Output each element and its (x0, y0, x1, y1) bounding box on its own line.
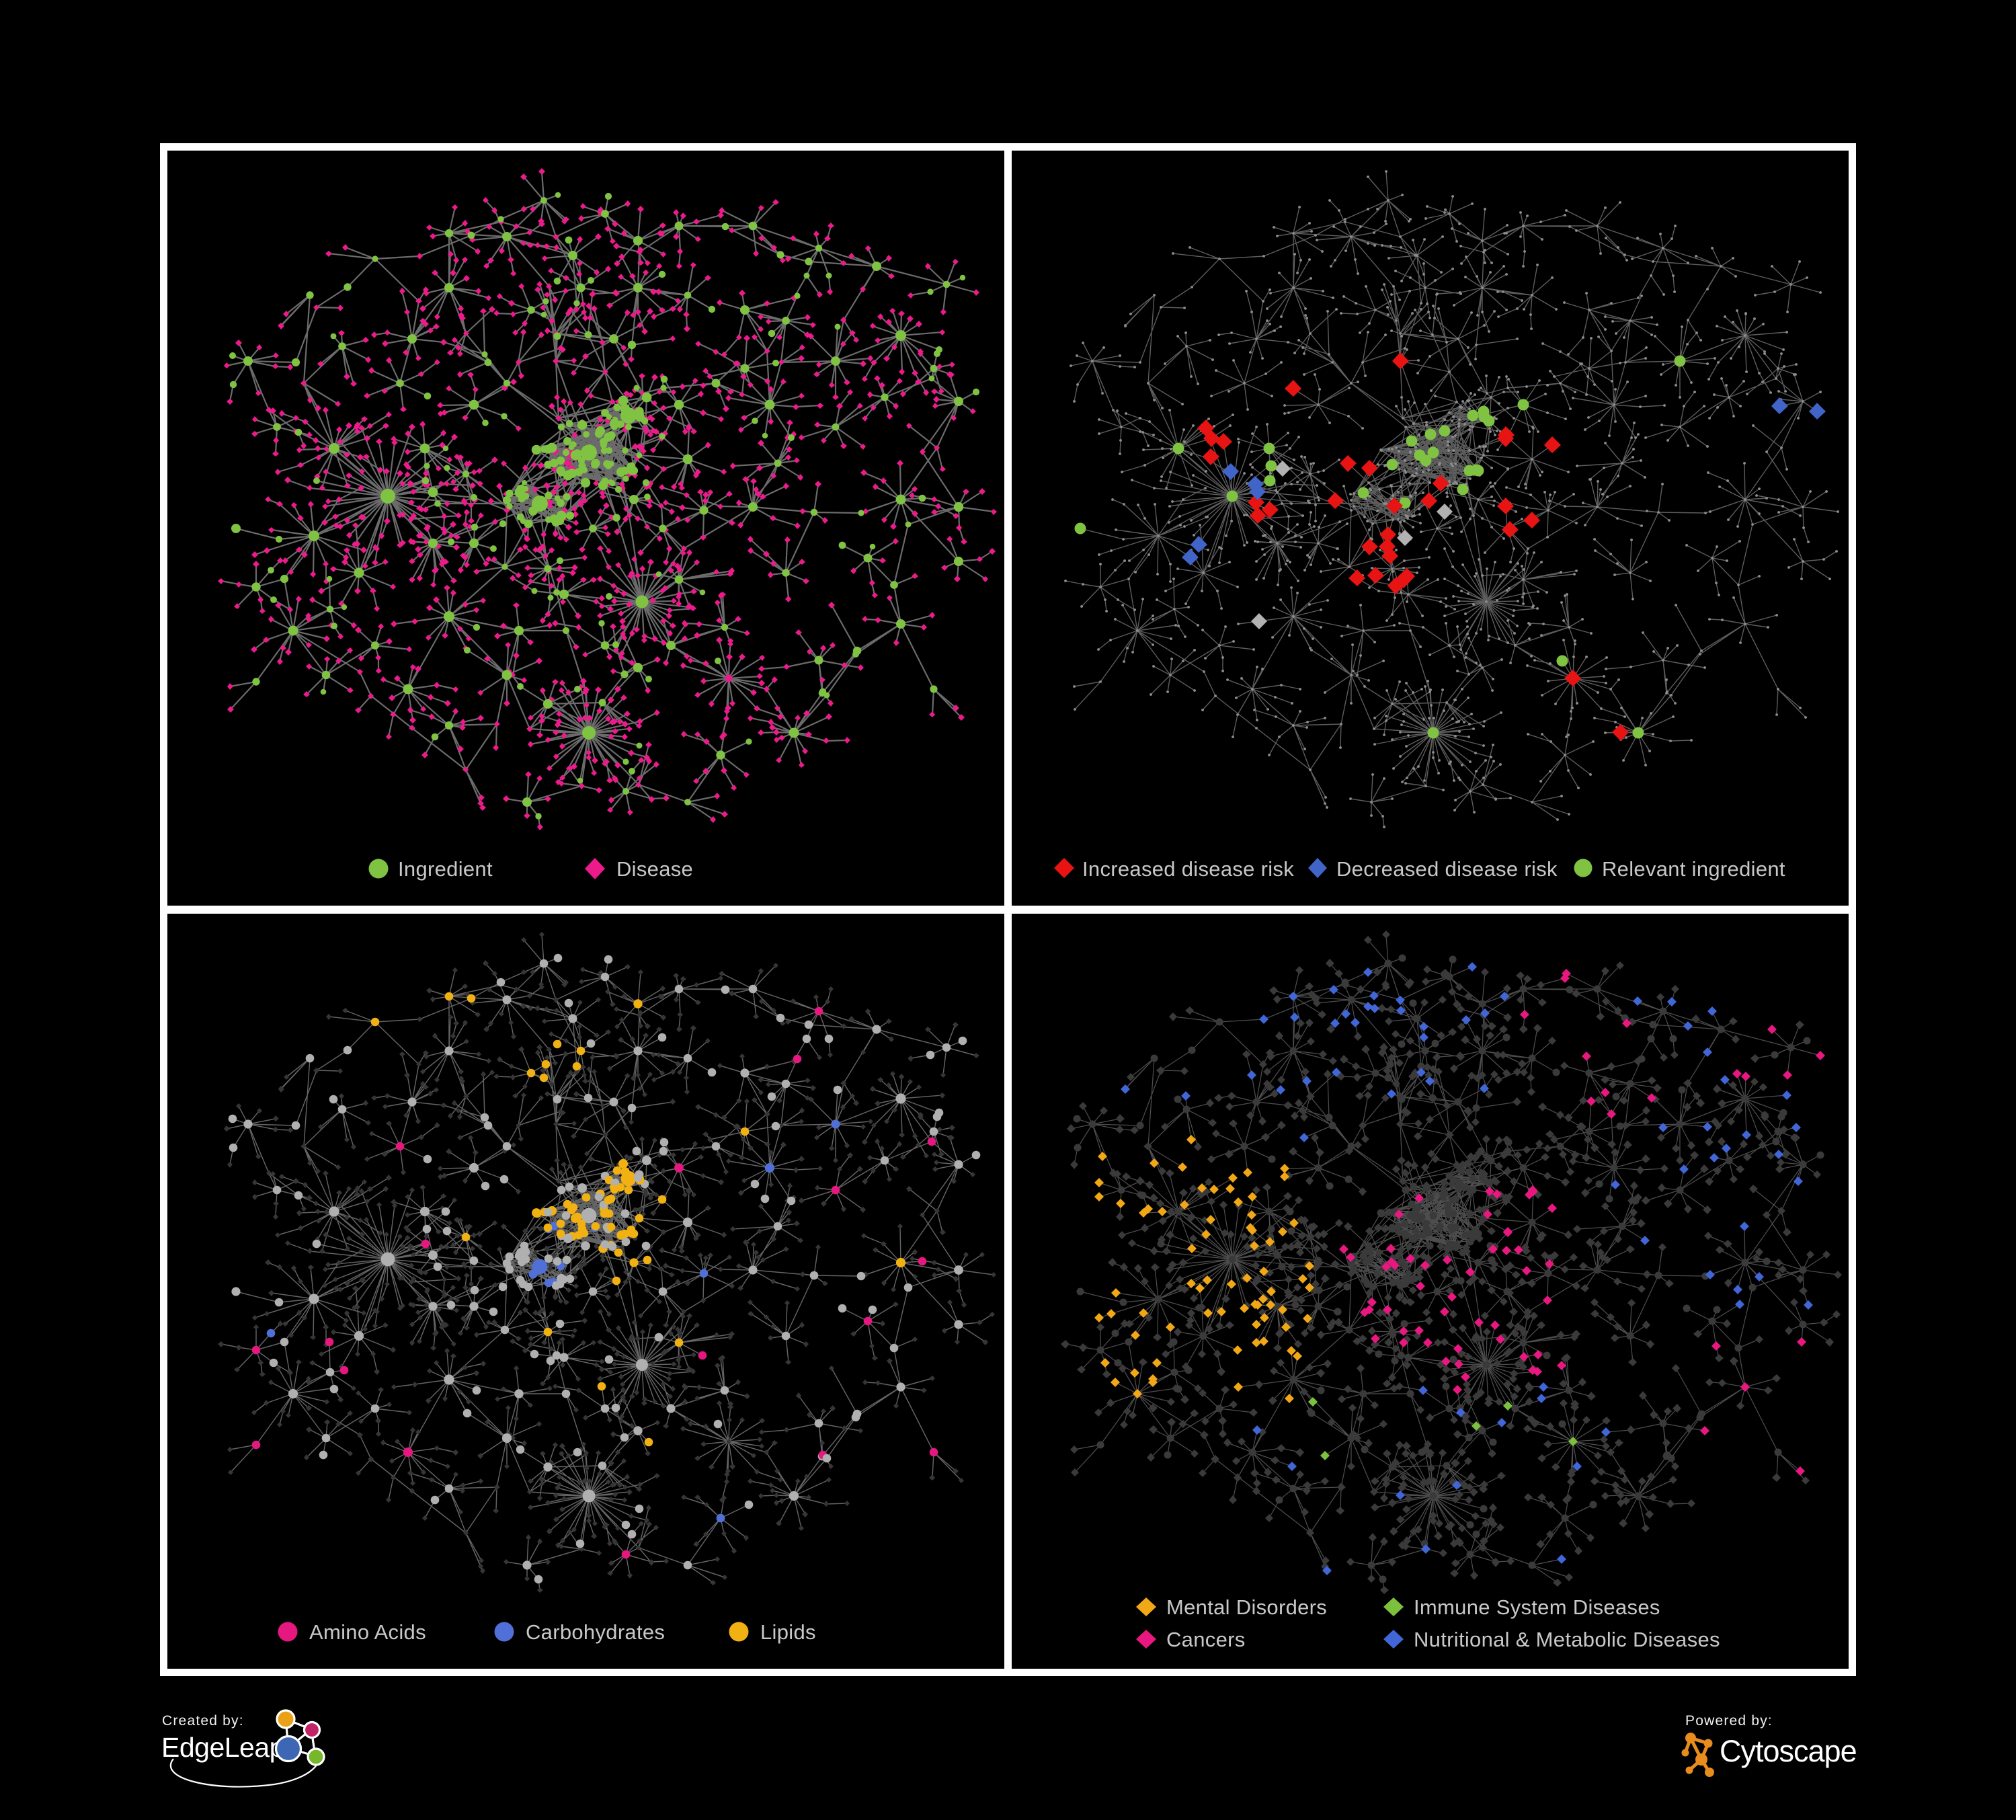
svg-text:Created by:: Created by: (162, 1713, 244, 1729)
svg-text:Carbohydrates: Carbohydrates (526, 1620, 665, 1644)
svg-text:Powered by:: Powered by: (1685, 1713, 1773, 1729)
svg-text:EdgeLeap: EdgeLeap (161, 1732, 284, 1763)
svg-text:Disease: Disease (616, 857, 693, 881)
svg-text:Amino Acids: Amino Acids (309, 1620, 426, 1644)
svg-text:Cancers: Cancers (1166, 1628, 1246, 1651)
svg-text:Relevant ingredient: Relevant ingredient (1602, 857, 1785, 881)
svg-text:Ingredient: Ingredient (398, 857, 493, 881)
svg-text:Immune System Diseases: Immune System Diseases (1414, 1595, 1660, 1619)
svg-text:Nutritional & Metabolic Diseas: Nutritional & Metabolic Diseases (1414, 1628, 1720, 1651)
svg-text:Cytoscape: Cytoscape (1720, 1734, 1857, 1768)
svg-text:Lipids: Lipids (760, 1620, 816, 1644)
svg-text:Decreased disease risk: Decreased disease risk (1336, 857, 1558, 881)
svg-text:Mental Disorders: Mental Disorders (1166, 1595, 1327, 1619)
svg-text:Increased disease risk: Increased disease risk (1082, 857, 1294, 881)
